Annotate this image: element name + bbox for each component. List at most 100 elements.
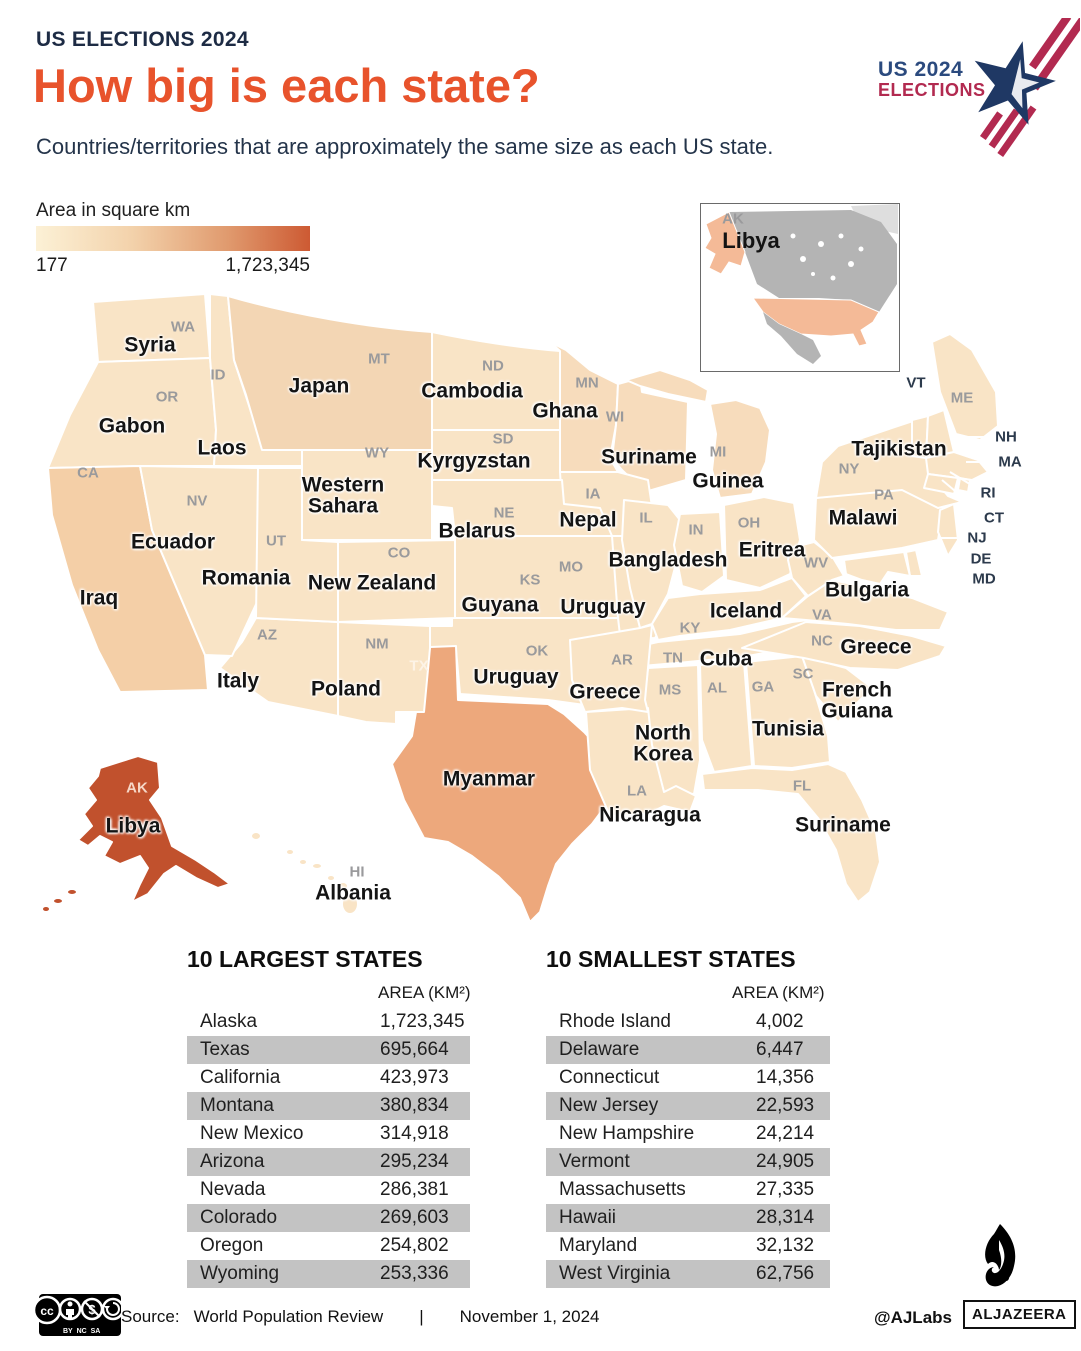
hawaii-island [341,893,359,915]
table-row: Hawaii 28,314 [546,1204,830,1232]
cc-sa-icon [101,1297,123,1321]
hawaii-island [326,874,336,882]
svg-text:cc: cc [40,1304,54,1318]
table-row: West Virginia 62,756 [546,1260,830,1288]
state-shape-in [673,511,725,593]
smallest-area-header: AREA (KM²) [732,983,825,1002]
state-name: Maryland [559,1235,638,1256]
state-area: 295,234 [380,1151,449,1172]
state-name: Rhode Island [559,1011,671,1032]
state-name: Oregon [200,1235,264,1256]
state-shape-mi-upper [625,369,709,403]
state-name: Texas [200,1039,250,1060]
state-area: 314,918 [380,1123,449,1144]
table-row: Delaware 6,447 [546,1036,830,1064]
state-shape-ak [77,755,231,903]
state-area: 62,756 [756,1263,815,1284]
state-name: Nevada [200,1179,266,1200]
state-name: Arizona [200,1151,265,1172]
state-area: 32,132 [756,1235,815,1256]
inset-greenland [851,204,898,234]
legend-max-value: 1,723,345 [225,255,310,276]
aleutian-island [66,888,78,896]
separator: | [419,1307,424,1326]
state-name: Connecticut [559,1067,660,1088]
hawaii-island [311,862,323,870]
inset-locator-map [700,203,900,372]
state-name: New Mexico [200,1123,304,1144]
hawaii-island [298,858,308,866]
state-shape-fl [701,763,881,903]
largest-states-title: 10 LARGEST STATES [187,946,423,972]
state-name: Hawaii [559,1207,617,1228]
table-row: California 423,973 [187,1064,470,1092]
state-name: California [200,1067,281,1088]
inset-canada [729,210,897,312]
legend-min-value: 177 [36,255,68,276]
table-row: New Jersey 22,593 [546,1092,830,1120]
state-name: Montana [200,1095,274,1116]
state-area: 24,905 [756,1151,815,1172]
state-name: New Hampshire [559,1123,695,1144]
aljazeera-wordmark: ALJAZEERA [963,1300,1076,1329]
table-row: Maryland 32,132 [546,1232,830,1260]
state-shape-tx [391,645,617,923]
cc-license-badge: cc $ BY NC SA [33,1294,123,1336]
cc-by-icon [58,1297,82,1321]
hawaii-island [337,881,349,891]
state-shape-md [843,551,911,585]
state-name: Colorado [200,1207,278,1228]
table-row: New Mexico 314,918 [187,1120,470,1148]
state-shape-nc [741,621,947,671]
aljazeera-logo-icon [985,1224,1016,1287]
table-row: Colorado 269,603 [187,1204,470,1232]
table-row: New Hampshire 24,214 [546,1120,830,1148]
smallest-states-title: 10 SMALLEST STATES [546,946,796,972]
state-area: 14,356 [756,1067,815,1088]
state-area: 253,336 [380,1263,449,1284]
source-name: World Population Review [193,1307,384,1326]
table-row: Connecticut 14,356 [546,1064,830,1092]
table-row: Massachusetts 27,335 [546,1176,830,1204]
hawaii-island [250,831,262,841]
pointer-line-ct [941,479,981,513]
state-shape-al [699,661,753,773]
hawaii-island [285,848,295,856]
table-row: Texas 695,664 [187,1036,470,1064]
state-shape-me [931,333,999,441]
state-shape-il [621,499,681,629]
source-label: Source: [121,1307,180,1326]
state-name: Alaska [200,1011,258,1032]
state-name: Wyoming [200,1263,280,1284]
logo-line1: US 2024 [878,58,964,81]
table-row: Nevada 286,381 [187,1176,470,1204]
state-shape-mt [227,295,433,451]
state-area: 286,381 [380,1179,449,1200]
state-name: West Virginia [559,1263,671,1284]
elections-star-icon [974,18,1080,158]
kicker: US ELECTIONS 2024 [36,28,249,51]
state-area: 4,002 [756,1011,804,1032]
source-line: Source: World Population Review | Novemb… [121,1307,600,1327]
state-area: 695,664 [380,1039,449,1060]
table-row: Alaska 1,723,345 [187,1008,470,1036]
state-area: 24,214 [756,1123,815,1144]
state-area: 254,802 [380,1235,449,1256]
elections-logo: US 2024 ELECTIONS [878,58,986,101]
state-shape-ar [569,624,653,713]
inset-mexico [763,312,821,364]
state-shape-wa [92,293,211,363]
state-area: 1,723,345 [380,1011,465,1032]
smallest-states-table: Rhode Island 4,002 Delaware 6,447 Connec… [546,1008,830,1288]
table-row: Arizona 295,234 [187,1148,470,1176]
state-area: 27,335 [756,1179,815,1200]
largest-states-table: Alaska 1,723,345 Texas 695,664 Californi… [187,1008,470,1288]
aleutian-island [41,905,51,913]
state-shape-la [585,707,697,817]
state-shape-nm [337,621,431,725]
state-shape-ks [451,535,619,619]
state-shape-wy [301,449,433,541]
table-row: Montana 380,834 [187,1092,470,1120]
legend-label: Area in square km [36,200,191,221]
state-name: Vermont [559,1151,630,1172]
